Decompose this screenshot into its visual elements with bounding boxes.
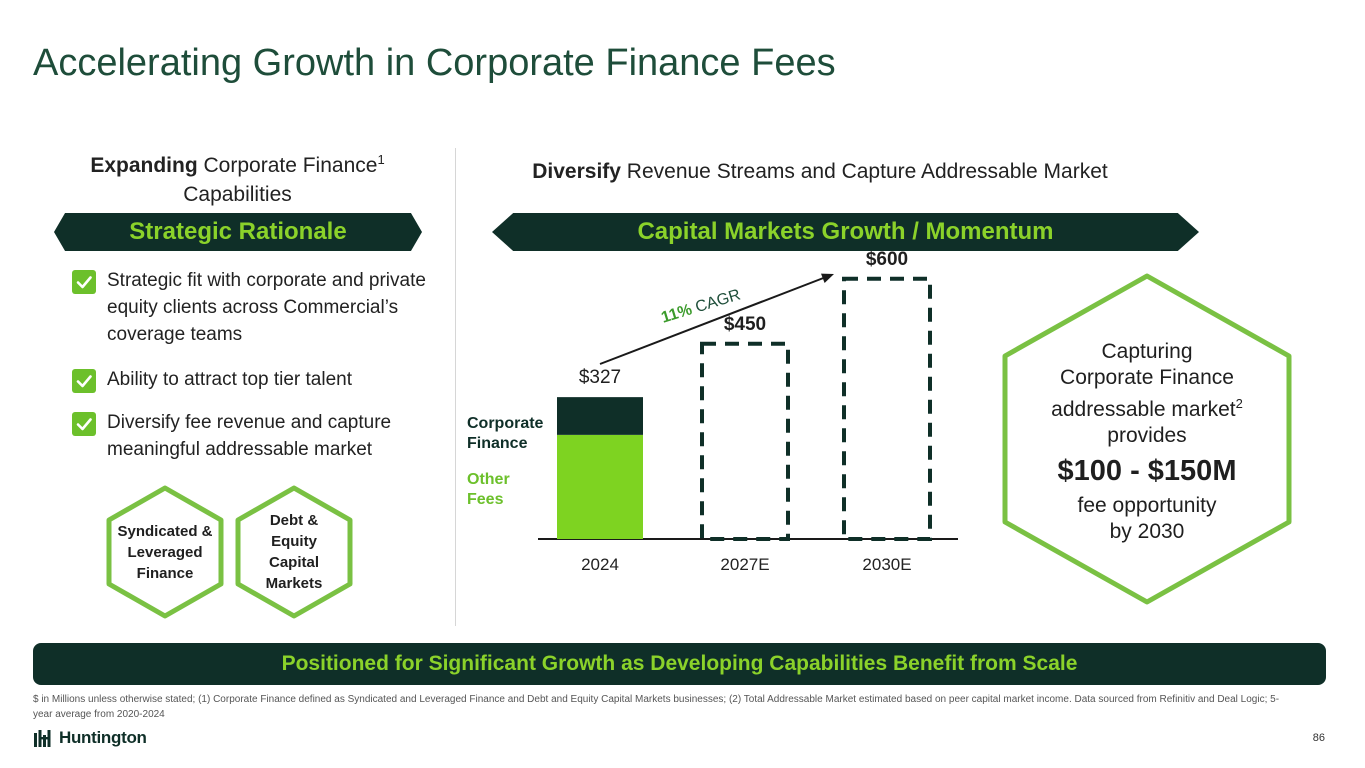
right-subhead: Diversify Revenue Streams and Capture Ad… [490,157,1150,186]
legend-corporate-finance: Corporate Finance [467,415,544,452]
page-number: 86 [1312,732,1325,744]
left-subhead-sup: 1 [377,152,385,167]
hex-label: Syndicated & Leveraged Finance [117,522,213,582]
cagr-arrow-head [821,273,834,283]
bar-2024-other-fees [557,434,643,539]
left-subhead-line2: Capabilities [183,183,292,206]
cagr-arrow-line [599,276,827,365]
callout-value: $100 - $150M [1057,455,1237,487]
footnote: $ in Millions unless otherwise stated; (… [33,694,1280,720]
logo-text: Huntington [59,728,147,747]
bar-value-label-2027e: $450 [723,313,767,335]
callout-line6: by 2030 [1109,520,1185,543]
callout-line3: addressable market2 [1051,396,1243,421]
bullet-text: Diversify fee revenue and capture meanin… [107,412,392,460]
x-tick-2024: 2024 [581,555,619,574]
bar-2024-corporate-finance [557,397,643,435]
bullet-text: Ability to attract top tier talent [107,369,353,390]
page-title: Accelerating Growth in Corporate Finance… [33,42,836,84]
huntington-logo-mark-icon [34,730,51,747]
bar-2030e [842,276,932,541]
callout-line5: fee opportunity [1077,494,1217,517]
bar-value-label-2024: $327 [578,367,622,389]
bar-2027e [700,341,790,542]
legend-other-fees: Other Fees [467,471,510,508]
right-subhead-bold: Diversify [532,160,621,183]
callout-line2: Corporate Finance [1060,366,1234,389]
checkbox-icon [72,369,96,393]
bullet-item: Diversify fee revenue and capture meanin… [72,409,432,463]
strategic-rationale-banner: Strategic Rationale [54,213,422,251]
capital-markets-banner: Capital Markets Growth / Momentum [492,213,1199,251]
huntington-logo: Huntington [34,728,147,748]
x-tick-2027e: 2027E [720,555,770,574]
tam-callout-hexagon: Capturing Corporate Finance addressable … [997,271,1297,607]
hex-syndicated-leveraged-finance: Syndicated & Leveraged Finance [103,484,227,620]
checkbox-icon [72,412,96,436]
left-subhead-rest: Corporate Finance [197,154,378,177]
callout-line1: Capturing [1101,340,1193,363]
x-tick-2030e: 2030E [862,555,912,574]
checkbox-icon [72,270,96,294]
callout-line4: provides [1107,424,1187,447]
hex-debt-equity-capital-markets: Debt & Equity Capital Markets [232,484,356,620]
right-subhead-rest: Revenue Streams and Capture Addressable … [620,160,1108,183]
left-subhead-bold: Expanding [90,154,198,177]
bullet-text: Strategic fit with corporate and private… [107,270,426,345]
bar-value-label-2030e: $600 [865,248,909,270]
bullet-item: Strategic fit with corporate and private… [72,267,432,348]
bullet-item: Ability to attract top tier talent [72,366,432,393]
column-divider [455,148,456,626]
footer-banner: Positioned for Significant Growth as Dev… [33,643,1326,685]
callout-text: Capturing Corporate Finance addressable … [997,339,1297,545]
hex-label: Debt & Equity Capital Markets [265,512,323,592]
left-subhead: Expanding Corporate Finance1 Capabilitie… [60,145,415,209]
bar-chart [538,273,958,542]
